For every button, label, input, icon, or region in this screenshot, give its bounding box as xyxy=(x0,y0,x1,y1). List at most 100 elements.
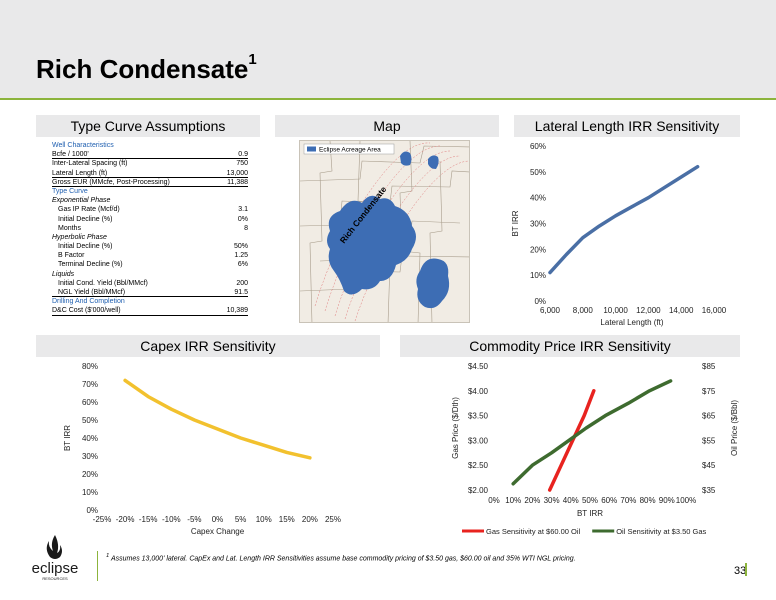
x-tick-label: 12,000 xyxy=(636,306,661,315)
x-tick-label: 6,000 xyxy=(540,306,561,315)
y-right-tick-label: $35 xyxy=(702,486,716,495)
y-right-tick-label: $55 xyxy=(702,436,716,445)
type-curve-row: Lateral Length (ft) 13,000 xyxy=(52,169,248,178)
y-tick-label: 70% xyxy=(82,380,98,389)
x-tick-label: 14,000 xyxy=(669,306,694,315)
y-tick-label: 10% xyxy=(530,271,546,280)
lateral-panel-title: Lateral Length IRR Sensitivity xyxy=(514,115,740,137)
y-left-tick-label: $4.50 xyxy=(468,362,489,371)
type-curve-value: 6% xyxy=(237,261,248,269)
type-curve-row: Exponential Phase xyxy=(52,196,248,205)
footnote-mark: 1 xyxy=(106,553,110,559)
type-curve-row: Initial Decline (%) 0% xyxy=(52,215,248,224)
y-tick-label: 50% xyxy=(82,416,98,425)
type-curve-value: 13,000 xyxy=(226,169,248,177)
type-curve-label: Initial Decline (%) xyxy=(58,243,113,251)
type-curve-value: 0.9 xyxy=(238,151,248,159)
logo-wordmark: eclipse xyxy=(32,560,79,577)
logo-subtext: RESOURCES xyxy=(42,576,68,581)
map-legend-label: Eclipse Acreage Area xyxy=(319,147,381,154)
x-tick-label: 40% xyxy=(563,496,579,505)
y-right-tick-label: $85 xyxy=(702,362,716,371)
y-tick-label: 50% xyxy=(530,168,546,177)
type-curve-row: Initial Decline (%) 50% xyxy=(52,242,248,251)
y-tick-label: 80% xyxy=(82,362,98,371)
y-axis-label: BT IRR xyxy=(511,210,520,236)
type-curve-panel-title: Type Curve Assumptions xyxy=(36,115,260,137)
x-tick-label: -15% xyxy=(139,515,158,524)
x-tick-label: 80% xyxy=(640,496,656,505)
type-curve-row: B Factor 1.25 xyxy=(52,251,248,260)
x-tick-label: 0% xyxy=(488,496,500,505)
lateral-irr-chart: 0% 10% 20% 30% 40% 50% 60% 6,000 8,000 10,000 12,0… xyxy=(511,142,727,327)
y-tick-label: 20% xyxy=(82,470,98,479)
x-tick-label: -5% xyxy=(187,515,201,524)
type-curve-row: Well Characteristics xyxy=(52,141,248,150)
type-curve-value: 11,388 xyxy=(227,178,248,186)
x-tick-label: 50% xyxy=(582,496,598,505)
type-curve-label: Type Curve xyxy=(52,187,88,195)
page-title: Rich Condensate1 xyxy=(36,51,257,85)
type-curve-label: Well Characteristics xyxy=(52,142,114,149)
map-graphic: Eclipse Acreage Area Rich Condensate xyxy=(300,141,469,322)
x-tick-label: 10% xyxy=(505,496,521,505)
type-curve-row: Bcfe / 1000' 0.9 xyxy=(52,150,248,160)
x-tick-label: 15% xyxy=(279,515,295,524)
type-curve-row: Liquids xyxy=(52,270,248,279)
y-right-tick-label: $65 xyxy=(702,412,716,421)
type-curve-value: 8 xyxy=(244,224,248,232)
type-curve-value: 3.1 xyxy=(238,206,248,214)
capex-panel-title: Capex IRR Sensitivity xyxy=(36,335,380,357)
y-right-tick-label: $45 xyxy=(702,461,716,470)
type-curve-value: 200 xyxy=(236,279,248,287)
header-divider xyxy=(0,98,776,100)
x-axis-label: Lateral Length (ft) xyxy=(600,318,663,327)
type-curve-row: Type Curve xyxy=(52,187,248,196)
map-legend-swatch xyxy=(307,146,316,152)
company-logo: eclipse RESOURCES xyxy=(24,533,86,583)
type-curve-label: Hyperbolic Phase xyxy=(52,233,107,241)
x-tick-label: -10% xyxy=(162,515,181,524)
capex-irr-chart: 0% 10% 20% 30% 40% 50% 60% 70% 80% -25% -20% -15% -1… xyxy=(63,362,341,536)
type-curve-label: B Factor xyxy=(58,252,85,260)
x-tick-label: 20% xyxy=(524,496,540,505)
x-tick-label: 25% xyxy=(325,515,341,524)
type-curve-label: Months xyxy=(58,224,81,232)
type-curve-label: Inter-Lateral Spacing (ft) xyxy=(52,160,128,168)
type-curve-label: Gross EUR (MMcfe, Post-Processing) xyxy=(52,178,170,186)
x-tick-label: 0% xyxy=(212,515,224,524)
x-tick-label: 30% xyxy=(544,496,560,505)
type-curve-row: Hyperbolic Phase xyxy=(52,233,248,242)
x-tick-label: 100% xyxy=(676,496,696,505)
y-axis-label: BT IRR xyxy=(63,425,72,451)
type-curve-label: Gas IP Rate (Mcf/d) xyxy=(58,206,120,214)
type-curve-value: 1.25 xyxy=(234,252,248,260)
type-curve-label: D&C Cost ($'000/well) xyxy=(52,307,121,315)
y-tick-label: 20% xyxy=(530,245,546,254)
x-tick-label: 20% xyxy=(302,515,318,524)
x-tick-label: -25% xyxy=(93,515,112,524)
type-curve-label: Exponential Phase xyxy=(52,197,111,205)
x-tick-label: 8,000 xyxy=(573,306,594,315)
type-curve-value: 50% xyxy=(233,243,248,251)
y-left-tick-label: $2.50 xyxy=(468,461,489,470)
y-tick-label: 40% xyxy=(82,434,98,443)
legend-label: Gas Sensitivity at $60.00 Oil xyxy=(486,527,581,536)
series-line xyxy=(511,379,673,486)
y-tick-label: 10% xyxy=(82,488,98,497)
y-tick-label: 30% xyxy=(82,452,98,461)
type-curve-row: D&C Cost ($'000/well) 10,389 xyxy=(52,306,248,316)
y-tick-label: 60% xyxy=(82,398,98,407)
x-tick-label: 60% xyxy=(601,496,617,505)
series-line xyxy=(548,164,700,275)
type-curve-label: Drilling And Completion xyxy=(52,298,125,306)
acreage-map: Eclipse Acreage Area Rich Condensate xyxy=(299,140,470,323)
y-left-axis-label: Gas Price ($/Dth) xyxy=(451,397,460,459)
x-tick-label: 16,000 xyxy=(702,306,727,315)
legend-label: Oil Sensitivity at $3.50 Gas xyxy=(616,527,706,536)
acreage-area xyxy=(327,151,450,309)
commodity-panel-title: Commodity Price IRR Sensitivity xyxy=(400,335,740,357)
series-line xyxy=(123,378,312,460)
type-curve-table: Well Characteristics Bcfe / 1000' 0.9 Inter… xyxy=(52,141,248,316)
type-curve-label: Terminal Decline (%) xyxy=(58,261,123,269)
